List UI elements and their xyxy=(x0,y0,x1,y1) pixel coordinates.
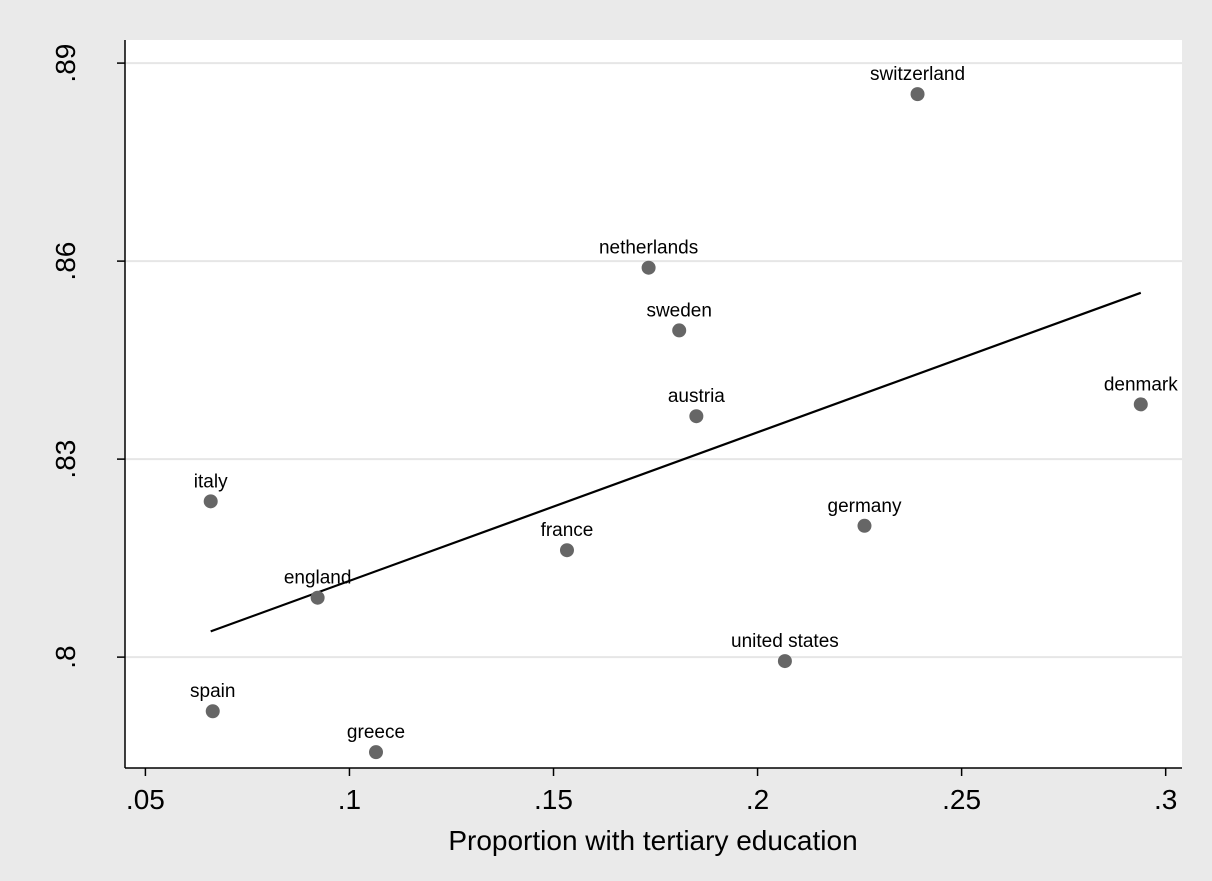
point-united-states xyxy=(777,654,792,669)
point-switzerland xyxy=(910,87,925,102)
point-label-greece: greece xyxy=(347,722,405,743)
point-label-france: france xyxy=(541,520,594,541)
point-sweden xyxy=(672,323,687,338)
point-label-england: england xyxy=(284,568,352,589)
y-tick-label: .83 xyxy=(50,440,81,479)
point-label-germany: germany xyxy=(828,496,902,517)
point-label-sweden: sweden xyxy=(646,300,712,321)
y-tick-label: .86 xyxy=(50,242,81,281)
point-england xyxy=(310,590,325,605)
point-italy xyxy=(203,494,218,509)
point-greece xyxy=(368,745,383,760)
y-tick-label: .89 xyxy=(50,44,81,83)
point-austria xyxy=(689,409,704,424)
point-label-united-states: united states xyxy=(731,631,839,652)
x-tick-label: .3 xyxy=(1154,784,1177,815)
point-germany xyxy=(857,518,872,533)
data-points: switzerland netherlands sweden austria denma… xyxy=(190,64,1178,760)
y-axis-ticks: .8 .83 .86 .89 xyxy=(50,44,125,669)
gridlines xyxy=(125,62,1182,659)
point-label-spain: spain xyxy=(190,681,235,702)
y-tick-label: .8 xyxy=(50,645,81,668)
plot-area xyxy=(125,40,1182,768)
point-spain xyxy=(205,704,220,719)
point-label-denmark: denmark xyxy=(1104,374,1178,395)
fit-line xyxy=(210,291,1142,633)
point-netherlands xyxy=(641,260,656,275)
point-denmark xyxy=(1133,397,1148,412)
point-france xyxy=(559,543,574,558)
point-label-austria: austria xyxy=(668,386,725,407)
x-tick-label: .15 xyxy=(534,784,573,815)
fit-line-group xyxy=(210,291,1142,633)
point-label-italy: italy xyxy=(194,471,228,492)
point-label-netherlands: netherlands xyxy=(599,238,698,259)
x-tick-label: .1 xyxy=(338,784,361,815)
x-tick-label: .2 xyxy=(746,784,769,815)
x-tick-label: .25 xyxy=(942,784,981,815)
x-tick-label: .05 xyxy=(126,784,165,815)
x-axis-ticks: .05 .1 .15 .2 .25 .3 xyxy=(126,768,1177,815)
point-label-switzerland: switzerland xyxy=(870,64,965,85)
x-axis-title: Proportion with tertiary education xyxy=(448,825,857,856)
